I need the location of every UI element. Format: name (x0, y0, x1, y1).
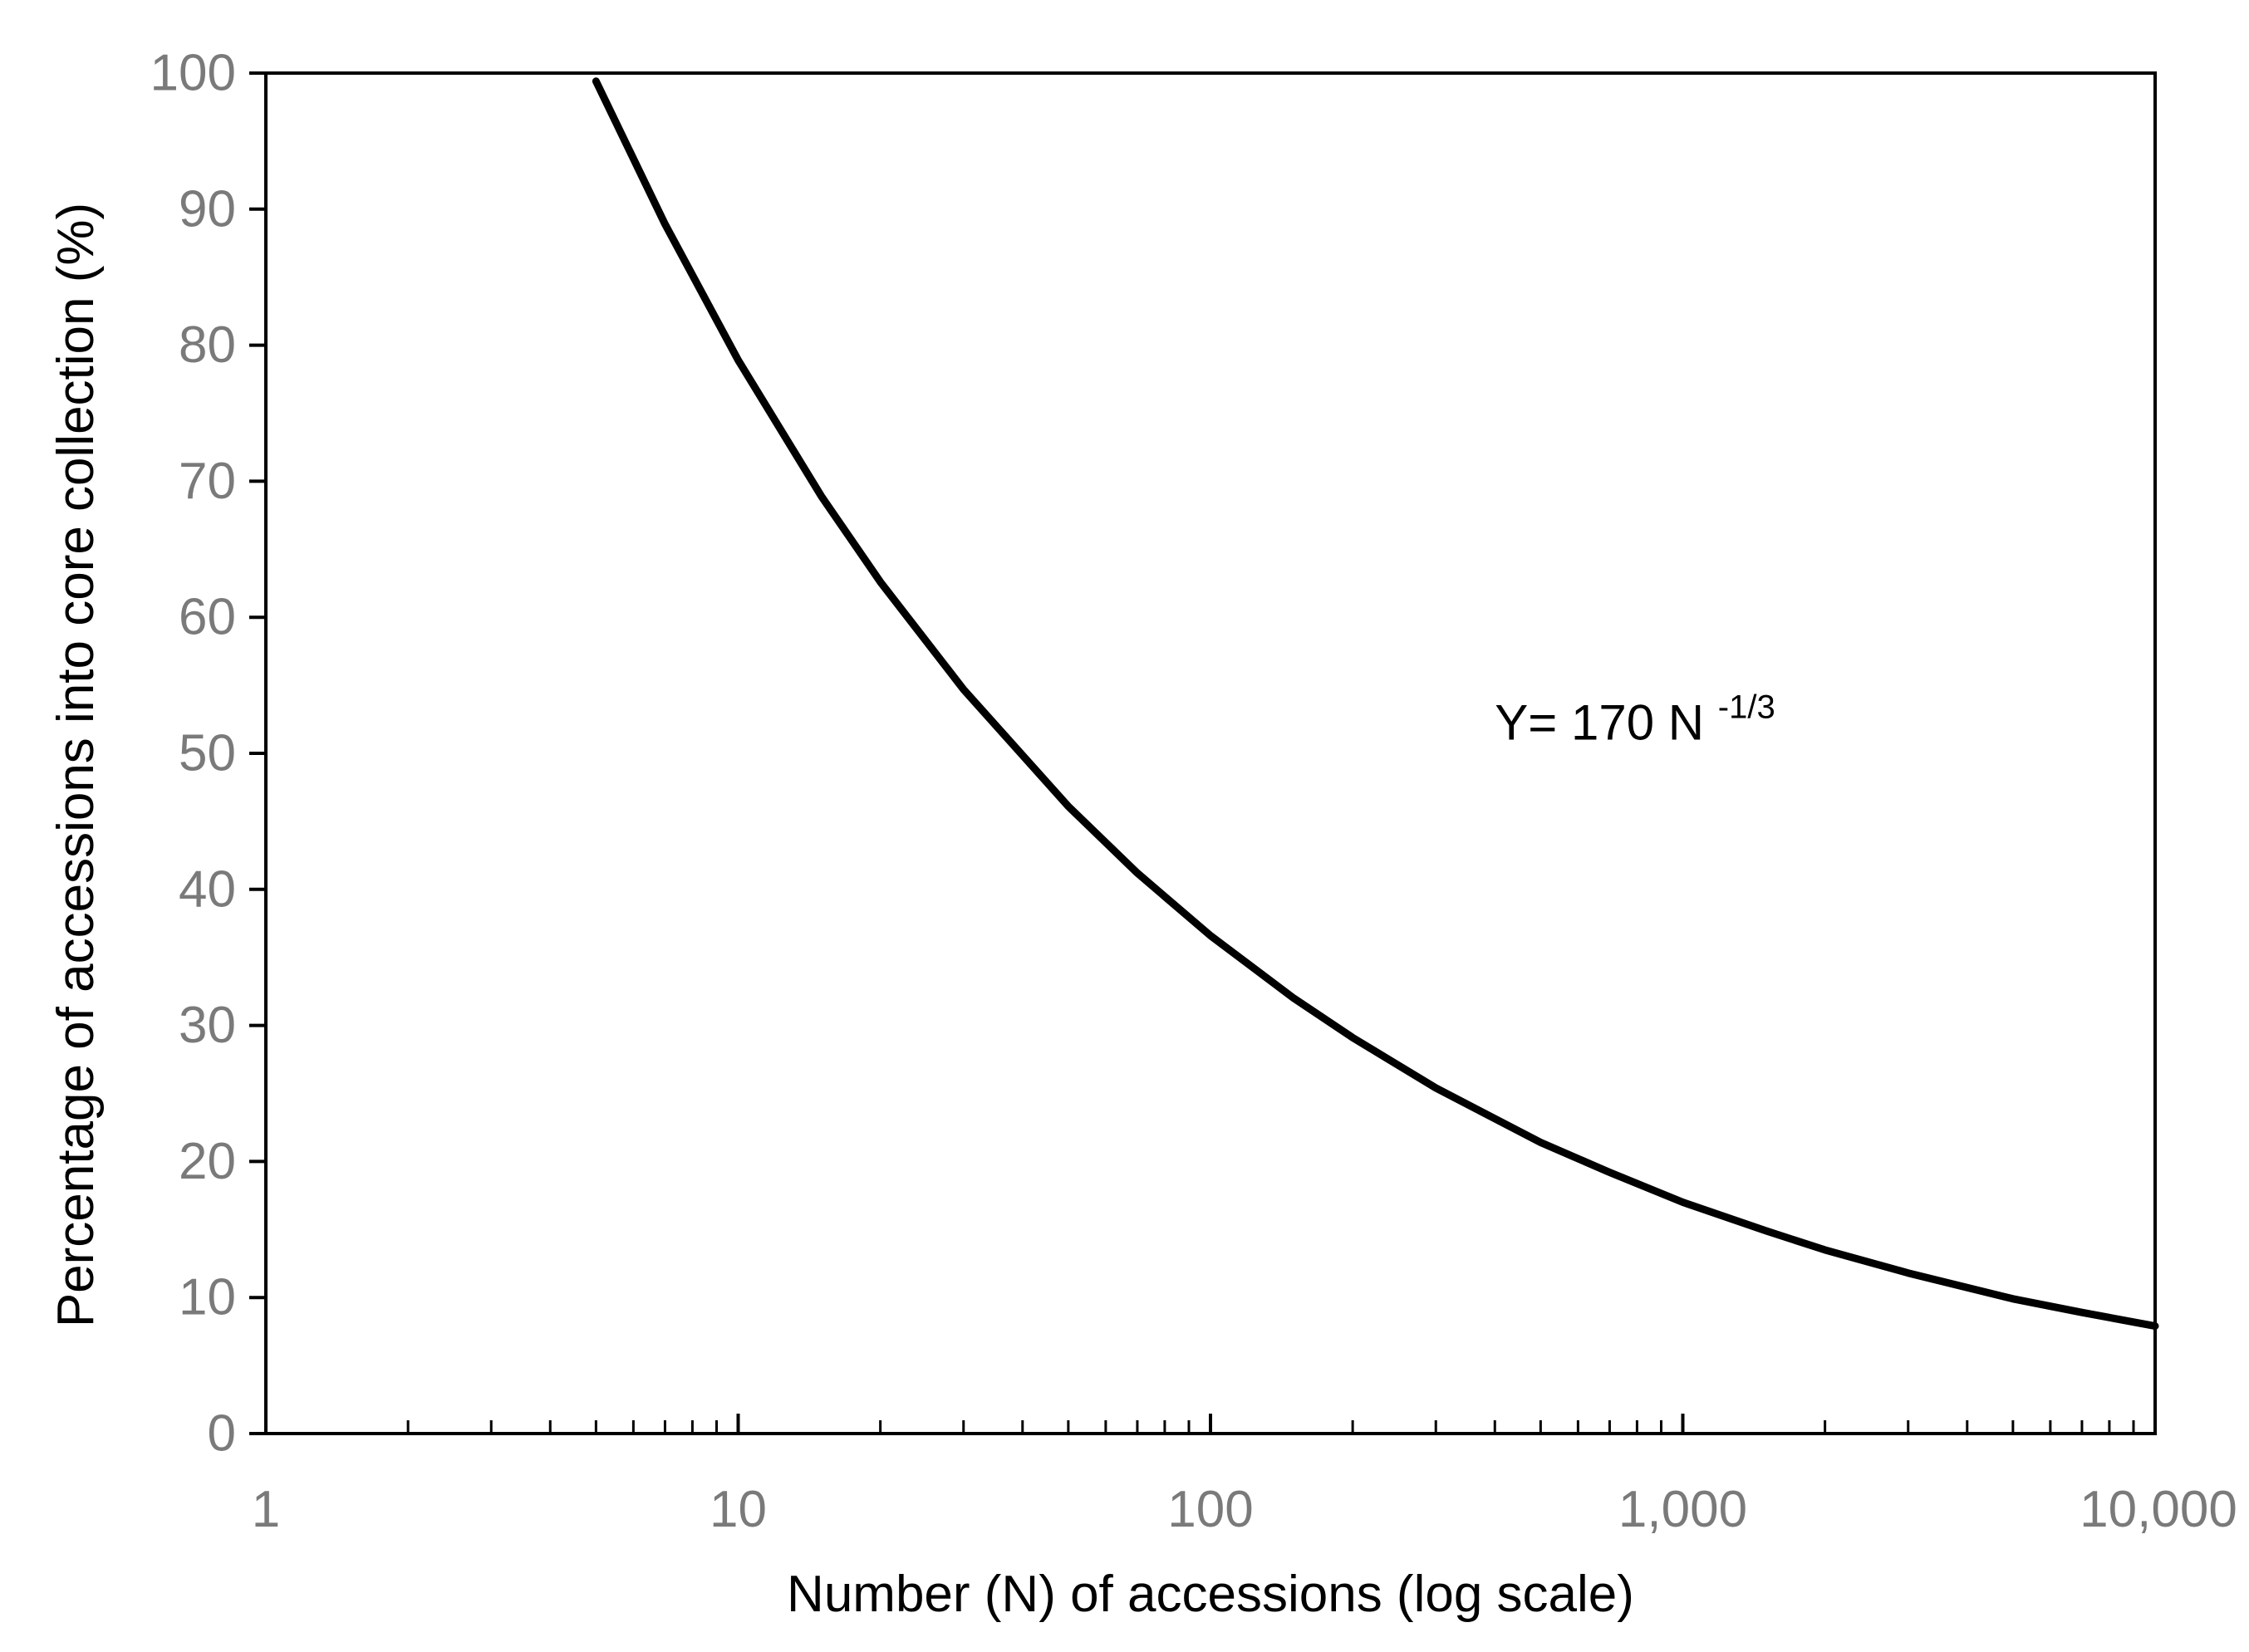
y-axis-title: Percentage of accessions into core colle… (47, 203, 105, 1327)
y-tick-label: 20 (179, 1133, 236, 1190)
y-tick-label: 10 (179, 1269, 236, 1326)
series-line (592, 77, 2159, 1331)
x-tick-label: 10 (710, 1481, 767, 1538)
equation-annotation: Y= 170 N -1/3 (1495, 689, 1775, 751)
equation-prefix: Y= 170 N (1495, 695, 1718, 751)
y-tick-label: 90 (179, 180, 236, 238)
y-tick-label: 30 (179, 997, 236, 1054)
tick-marks (249, 71, 2157, 1435)
plot-frame (264, 71, 2157, 1435)
y-tick-label: 60 (179, 589, 236, 646)
y-tick-label: 50 (179, 725, 236, 782)
x-axis-title: Number (N) of accessions (log scale) (787, 1566, 1634, 1623)
y-tick-label: 40 (179, 860, 236, 918)
equation-exponent: -1/3 (1718, 689, 1775, 726)
x-tick-label: 1,000 (1618, 1481, 1747, 1538)
x-tick-label: 100 (1167, 1481, 1253, 1538)
x-tick-label: 10,000 (2080, 1481, 2237, 1538)
y-tick-label: 80 (179, 316, 236, 374)
y-tick-label: 70 (179, 453, 236, 510)
y-tick-label: 0 (208, 1405, 236, 1463)
y-tick-label: 100 (150, 45, 236, 102)
x-tick-label: 1 (252, 1481, 280, 1538)
